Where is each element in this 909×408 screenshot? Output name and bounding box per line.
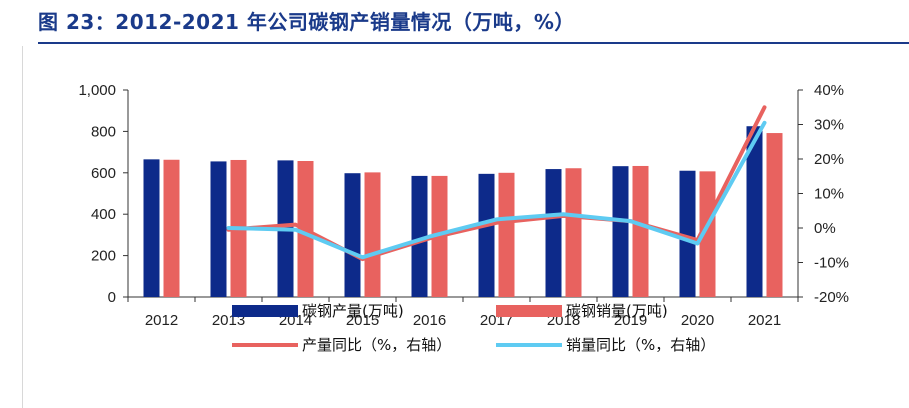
title-bar: 图 23：2012-2021 年公司碳钢产销量情况（万吨，%） bbox=[0, 0, 909, 44]
left-tick-label: 1,000 bbox=[78, 82, 116, 99]
sales-bar bbox=[163, 159, 180, 297]
production-bar bbox=[612, 166, 629, 297]
x-tick-label: 2015 bbox=[346, 312, 379, 329]
x-tick-label: 2021 bbox=[748, 312, 781, 329]
right-tick-label: 40% bbox=[814, 82, 844, 99]
sales-bar bbox=[632, 165, 649, 297]
sales-bar bbox=[498, 172, 515, 297]
left-tick-label: 0 bbox=[108, 289, 116, 306]
x-tick-label: 2017 bbox=[480, 312, 513, 329]
right-tick-label: 0% bbox=[814, 220, 836, 237]
right-tick-label: 30% bbox=[814, 117, 844, 134]
production-bar bbox=[746, 126, 763, 297]
left-tick-label: 600 bbox=[91, 165, 116, 182]
chart-area: 0 200 400 600 800 1,000 -20% -10% 0% 10% 20% 30% 40%… bbox=[0, 46, 909, 408]
left-tick-label: 800 bbox=[91, 123, 116, 140]
chart-title: 图 23：2012-2021 年公司碳钢产销量情况（万吨，%） bbox=[38, 10, 575, 34]
production-bar bbox=[545, 169, 562, 297]
x-tick-label: 2016 bbox=[413, 312, 446, 329]
x-tick-label: 2014 bbox=[279, 312, 312, 329]
chart-svg: 0 200 400 600 800 1,000 -20% -10% 0% 10% 20% 30% 40%… bbox=[78, 82, 849, 329]
sales-bar bbox=[364, 172, 381, 297]
sales-bar bbox=[766, 133, 783, 297]
sales-bar bbox=[565, 168, 582, 297]
production-bar bbox=[143, 159, 160, 297]
x-tick-label: 2012 bbox=[145, 312, 178, 329]
x-tick-label: 2018 bbox=[547, 312, 580, 329]
x-tick-label: 2019 bbox=[614, 312, 647, 329]
left-tick-label: 400 bbox=[91, 206, 116, 223]
production-bar bbox=[679, 170, 696, 297]
x-tick-label: 2020 bbox=[681, 312, 714, 329]
sales-bar bbox=[699, 171, 716, 297]
production-bar bbox=[344, 173, 361, 297]
left-tick-label: 200 bbox=[91, 248, 116, 265]
right-tick-label: -10% bbox=[814, 255, 849, 272]
sales-yoy-line bbox=[226, 120, 767, 260]
production-bar bbox=[411, 175, 428, 297]
production-bar bbox=[210, 161, 227, 297]
frame-left-border bbox=[22, 46, 23, 408]
right-tick-label: 10% bbox=[814, 186, 844, 203]
right-tick-label: -20% bbox=[814, 289, 849, 306]
production-bar bbox=[478, 173, 495, 297]
title-underline bbox=[38, 42, 909, 44]
x-tick-label: 2013 bbox=[212, 312, 245, 329]
production-yoy-line bbox=[226, 105, 767, 262]
right-tick-label: 20% bbox=[814, 151, 844, 168]
